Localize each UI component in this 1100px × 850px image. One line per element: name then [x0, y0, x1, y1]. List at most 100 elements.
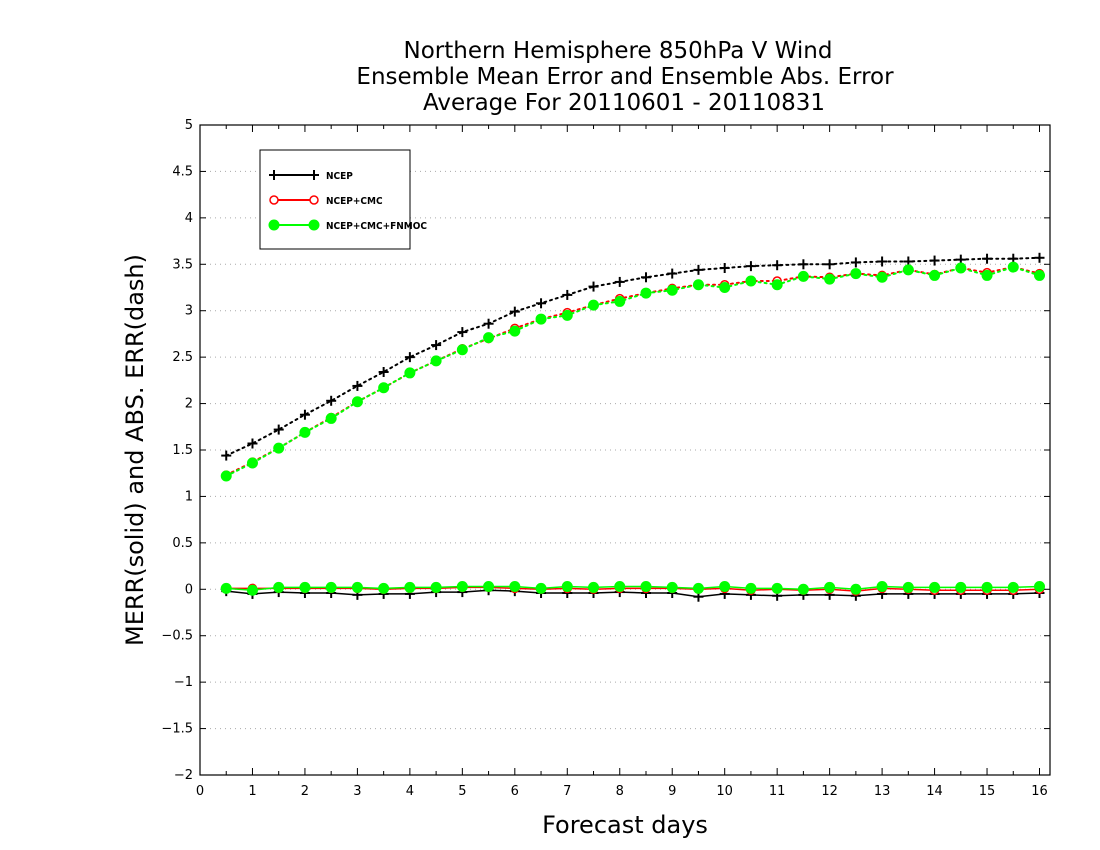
- abs-err-point-ncep: [221, 450, 232, 461]
- mean-err-point-ncep-cmc-fnmoc: [509, 581, 521, 592]
- abs-err-point-ncep: [273, 424, 284, 435]
- y-tick-label: 4.5: [172, 164, 193, 179]
- x-tick-label: 16: [1031, 784, 1048, 799]
- abs-err-point-ncep: [326, 395, 337, 406]
- abs-err-point-ncep: [562, 289, 573, 300]
- abs-err-point-ncep-cmc-fnmoc: [824, 273, 836, 285]
- y-tick-label: 0.5: [172, 536, 193, 551]
- abs-err-point-ncep-cmc-fnmoc: [456, 344, 468, 356]
- mean-err-point-ncep-cmc-fnmoc: [692, 582, 704, 594]
- x-tick-label: 2: [301, 784, 309, 799]
- abs-err-point-ncep-cmc-fnmoc: [588, 299, 600, 311]
- x-tick-label: 10: [716, 784, 733, 799]
- series-ncep-cmc-fnmoc: [220, 261, 1046, 596]
- abs-err-point-ncep: [588, 281, 599, 292]
- abs-err-point-ncep-cmc-fnmoc: [771, 279, 783, 291]
- legend-marker-ncep-cmc-fnmoc: [308, 219, 320, 231]
- y-tick-label: 2: [185, 397, 193, 412]
- legend-label-ncep: NCEP: [326, 171, 353, 182]
- legend-marker-ncep-cmc-fnmoc: [268, 219, 280, 231]
- abs-err-point-ncep: [719, 263, 730, 273]
- mean-err-point-ncep-cmc-fnmoc: [876, 581, 888, 592]
- mean-err-point-ncep-cmc-fnmoc: [325, 581, 337, 593]
- abs-err-point-ncep: [772, 260, 783, 271]
- mean-err-point-ncep-cmc-fnmoc: [299, 581, 311, 593]
- y-tick-label: 0: [185, 582, 193, 597]
- mean-err-point-ncep-cmc-fnmoc: [1007, 581, 1019, 593]
- abs-err-point-ncep-cmc-fnmoc: [404, 367, 416, 379]
- mean-err-point-ncep-cmc-fnmoc: [745, 582, 757, 594]
- abs-err-point-ncep: [509, 306, 520, 317]
- mean-err-point-ncep-cmc-fnmoc: [561, 581, 573, 592]
- mean-err-line-ncep: [226, 589, 1040, 598]
- abs-err-point-ncep: [667, 268, 678, 279]
- abs-err-point-ncep-cmc-fnmoc: [535, 313, 547, 325]
- abs-err-point-ncep-cmc-fnmoc: [981, 269, 993, 281]
- x-axis: 0 1 2 3 4 5 6 7 8 9 10 11 12 13 14 15 16: [196, 125, 1048, 799]
- title-line-2: Ensemble Mean Error and Ensemble Abs. Er…: [356, 64, 894, 90]
- mean-err-point-ncep-cmc-fnmoc: [483, 581, 495, 592]
- mean-err-point-ncep-cmc-fnmoc: [902, 581, 914, 593]
- x-tick-label: 3: [353, 784, 361, 799]
- x-tick-label: 5: [458, 784, 466, 799]
- y-tick-label: 4: [185, 211, 193, 226]
- title-line-3: Average For 20110601 - 20110831: [423, 90, 825, 116]
- abs-err-point-ncep: [640, 272, 651, 283]
- mean-err-point-ncep-cmc-fnmoc: [588, 581, 600, 593]
- mean-err-point-ncep-cmc-fnmoc: [273, 581, 285, 593]
- abs-err-point-ncep-cmc-fnmoc: [325, 412, 337, 424]
- mean-err-point-ncep-cmc-fnmoc: [850, 583, 862, 595]
- mean-err-point-ncep-cmc-fnmoc: [246, 584, 258, 596]
- mean-err-point-ncep-cmc-fnmoc: [981, 581, 993, 593]
- series-layer: [220, 252, 1046, 602]
- chart-title: Northern Hemisphere 850hPa V Wind Ensemb…: [356, 38, 894, 116]
- abs-err-point-ncep: [929, 255, 940, 266]
- abs-err-point-ncep: [1034, 252, 1045, 263]
- abs-err-point-ncep-cmc-fnmoc: [430, 355, 442, 367]
- y-tick-label: 3.5: [172, 257, 193, 272]
- abs-err-point-ncep-cmc-fnmoc: [220, 470, 232, 482]
- abs-err-point-ncep: [824, 259, 835, 270]
- y-tick-label: −0.5: [161, 629, 193, 644]
- mean-err-point-ncep-cmc-fnmoc: [797, 583, 809, 595]
- abs-err-point-ncep-cmc-fnmoc: [797, 270, 809, 282]
- series-ncep-cmc: [221, 262, 1045, 596]
- legend-label-ncep-cmc-fnmoc: NCEP+CMC+FNMOC: [326, 221, 427, 232]
- abs-err-point-ncep: [352, 380, 363, 391]
- abs-err-point-ncep-cmc-fnmoc: [509, 325, 521, 337]
- x-tick-label: 14: [926, 784, 943, 799]
- abs-err-point-ncep: [247, 438, 258, 449]
- mean-err-point-ncep-cmc-fnmoc: [955, 581, 967, 593]
- abs-err-point-ncep: [483, 318, 494, 329]
- abs-err-point-ncep: [536, 298, 547, 309]
- abs-err-point-ncep: [457, 327, 468, 338]
- y-tick-label: −1.5: [161, 722, 193, 737]
- abs-err-point-ncep-cmc-fnmoc: [850, 268, 862, 280]
- y-axis-label: MERR(solid) and ABS. ERR(dash): [121, 254, 149, 646]
- abs-err-point-ncep-cmc-fnmoc: [745, 275, 757, 287]
- y-tick-label: 1.5: [172, 443, 193, 458]
- abs-err-point-ncep-cmc-fnmoc: [876, 271, 888, 283]
- abs-err-point-ncep: [431, 340, 442, 351]
- abs-err-point-ncep: [982, 253, 993, 264]
- x-tick-label: 7: [563, 784, 571, 799]
- x-axis-label: Forecast days: [542, 811, 708, 839]
- abs-err-point-ncep-cmc-fnmoc: [246, 457, 258, 469]
- legend-marker-ncep: [309, 170, 319, 180]
- abs-err-point-ncep-cmc-fnmoc: [902, 264, 914, 276]
- legend-label-ncep-cmc: NCEP+CMC: [326, 196, 383, 207]
- abs-err-line-ncep: [225, 256, 1041, 457]
- abs-err-point-ncep-cmc-fnmoc: [273, 442, 285, 454]
- x-tick-label: 8: [616, 784, 624, 799]
- mean-err-point-ncep-cmc-fnmoc: [771, 582, 783, 594]
- abs-err-point-ncep: [299, 409, 310, 420]
- mean-err-point-ncep-cmc-fnmoc: [1034, 581, 1046, 592]
- x-tick-label: 0: [196, 784, 204, 799]
- abs-err-point-ncep-cmc-fnmoc: [299, 426, 311, 438]
- mean-err-point-ncep-cmc-fnmoc: [929, 581, 941, 593]
- abs-err-line-ncep-cmc: [225, 266, 1041, 477]
- x-tick-label: 11: [769, 784, 786, 799]
- mean-err-point-ncep-cmc-fnmoc: [351, 581, 363, 593]
- abs-err-point-ncep-cmc-fnmoc: [483, 332, 495, 344]
- abs-err-line-ncep-cmc-fnmoc: [225, 266, 1041, 477]
